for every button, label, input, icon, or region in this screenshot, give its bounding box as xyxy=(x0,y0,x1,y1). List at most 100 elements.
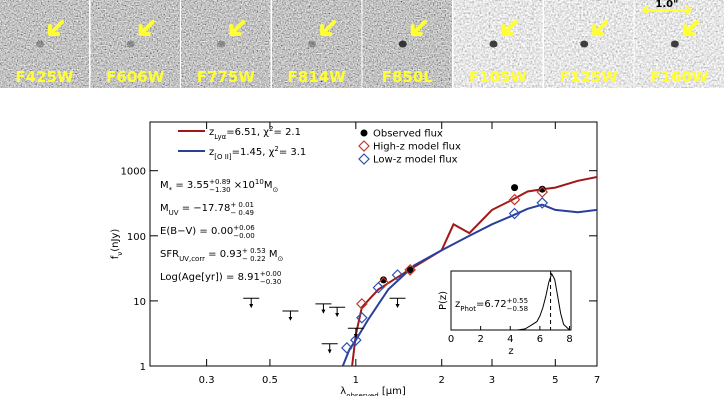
stamp-image xyxy=(90,0,180,88)
image-strip: F425W F606W F775W F814W F850L F105W F125W F160W… xyxy=(0,0,724,88)
stamp-panel: F160W 1.0" xyxy=(634,0,724,88)
text-part: z xyxy=(209,147,214,158)
text-part: M xyxy=(160,203,169,214)
source-blob xyxy=(489,40,498,48)
flux-point xyxy=(536,186,549,198)
text-part: −0.58 xyxy=(507,305,528,313)
text-part: f xyxy=(110,255,121,259)
source-blob xyxy=(36,40,44,48)
filter-label: F125W xyxy=(560,68,619,86)
inset-y-label: P(z) xyxy=(438,291,449,310)
text-part: (nJy) xyxy=(110,229,121,252)
text-part: − 0.22 xyxy=(242,255,266,263)
text-part: =6.72 xyxy=(476,299,507,310)
text-part: =6.51, χ xyxy=(226,127,269,138)
x-tick-label: 3 xyxy=(489,375,495,386)
text-part: 2 xyxy=(269,125,273,133)
legend-label: Low-z model flux xyxy=(373,155,458,166)
y-tick-label: 1 xyxy=(140,362,146,373)
inset-x-tick-label: 4 xyxy=(507,334,513,345)
legend-label: zLyα=6.51, χ2= 2.1 xyxy=(209,125,301,141)
legend-marker xyxy=(360,129,368,137)
flux-point xyxy=(511,184,519,192)
model-sed xyxy=(341,203,597,366)
text-part: z xyxy=(209,127,214,138)
stamp-image xyxy=(181,0,271,88)
pointer-arrow xyxy=(592,20,609,36)
text-part: SFR xyxy=(160,249,179,260)
text-part: E(B−V) = 0.00 xyxy=(160,226,233,237)
scale-label: 1.0" xyxy=(655,0,678,10)
x-tick-label: 7 xyxy=(594,375,600,386)
stamp-image xyxy=(272,0,362,88)
stamp-panel: F425W xyxy=(0,0,89,88)
stamp-image xyxy=(544,0,634,88)
pointer-arrow xyxy=(229,20,246,36)
flux-point xyxy=(379,276,387,284)
text-part: +0.55 xyxy=(507,297,528,305)
stamp-panel: F775W xyxy=(181,0,271,88)
y-tick-label: 100 xyxy=(127,232,146,243)
flux-point xyxy=(508,207,521,220)
text-part: [O II] xyxy=(214,153,232,161)
text-part: λ xyxy=(340,386,346,396)
stamp-panel: F125W xyxy=(544,0,634,88)
legend-marker xyxy=(358,153,370,165)
flux-point xyxy=(406,266,414,274)
text-part: ν xyxy=(116,252,124,256)
text-part: ⊙ xyxy=(272,186,278,194)
flux-point xyxy=(538,185,546,193)
flux-point xyxy=(508,193,521,206)
inset-x-label: z xyxy=(508,346,513,357)
filter-label: F105W xyxy=(469,68,528,86)
text-part: = −17.78 xyxy=(179,203,231,214)
inset-x-tick-label: 6 xyxy=(537,334,543,345)
legend-marker xyxy=(358,140,370,152)
x-tick-label: 1 xyxy=(353,375,359,386)
flux-point xyxy=(536,197,549,209)
legend-label: Observed flux xyxy=(373,129,443,140)
y-axis-label: fν(nJy) xyxy=(110,229,124,260)
source-blob xyxy=(217,40,226,48)
flux-point xyxy=(391,269,404,281)
text-part: +0.00 xyxy=(260,270,281,278)
text-part: = 3.1 xyxy=(279,147,306,158)
text-part: = 2.1 xyxy=(274,127,301,138)
stamp-panel: F850L xyxy=(362,0,452,88)
text-part: M xyxy=(160,180,169,191)
source-blob xyxy=(126,40,135,48)
text-part: ×10 xyxy=(231,180,255,191)
pointer-arrow xyxy=(138,20,155,36)
source-blob xyxy=(580,40,589,48)
filter-label: F850L xyxy=(382,68,434,86)
flux-point xyxy=(372,281,385,294)
text-part: =1.45, χ xyxy=(232,147,275,158)
model-sed xyxy=(351,176,597,366)
stamp-panel: F606W xyxy=(90,0,180,88)
stamp-panel: F814W xyxy=(272,0,362,88)
inset-label: zPhot=6.72+0.55 −0.58 xyxy=(455,297,528,313)
text-part: Log(Age[yr]) = 8.91 xyxy=(160,272,260,283)
text-part: UV,corr xyxy=(179,255,205,263)
text-part: +0.06 xyxy=(233,224,255,232)
flux-point xyxy=(356,311,368,324)
annotation: MUV = −17.78+ 0.01− 0.49 xyxy=(160,201,254,217)
y-tick-label: 1000 xyxy=(121,167,146,178)
text-part: * xyxy=(169,186,173,194)
legend-label: z[O II]=1.45, χ2= 3.1 xyxy=(209,145,306,161)
stamp-image xyxy=(453,0,543,88)
inset-x-tick-label: 8 xyxy=(566,334,572,345)
stamp-image xyxy=(0,0,89,88)
stamp-image xyxy=(634,0,724,88)
text-part: Lyα xyxy=(214,133,226,141)
text-part: 2 xyxy=(274,145,278,153)
text-part: M xyxy=(266,249,278,260)
plot-area xyxy=(340,176,597,366)
text-part: UV xyxy=(169,209,179,217)
text-part: Phot xyxy=(460,305,476,313)
flux-point xyxy=(356,298,368,310)
pz-curve xyxy=(451,272,570,331)
annotation: SFRUV,corr = 0.93+ 0.53− 0.22 M⊙ xyxy=(160,247,283,263)
